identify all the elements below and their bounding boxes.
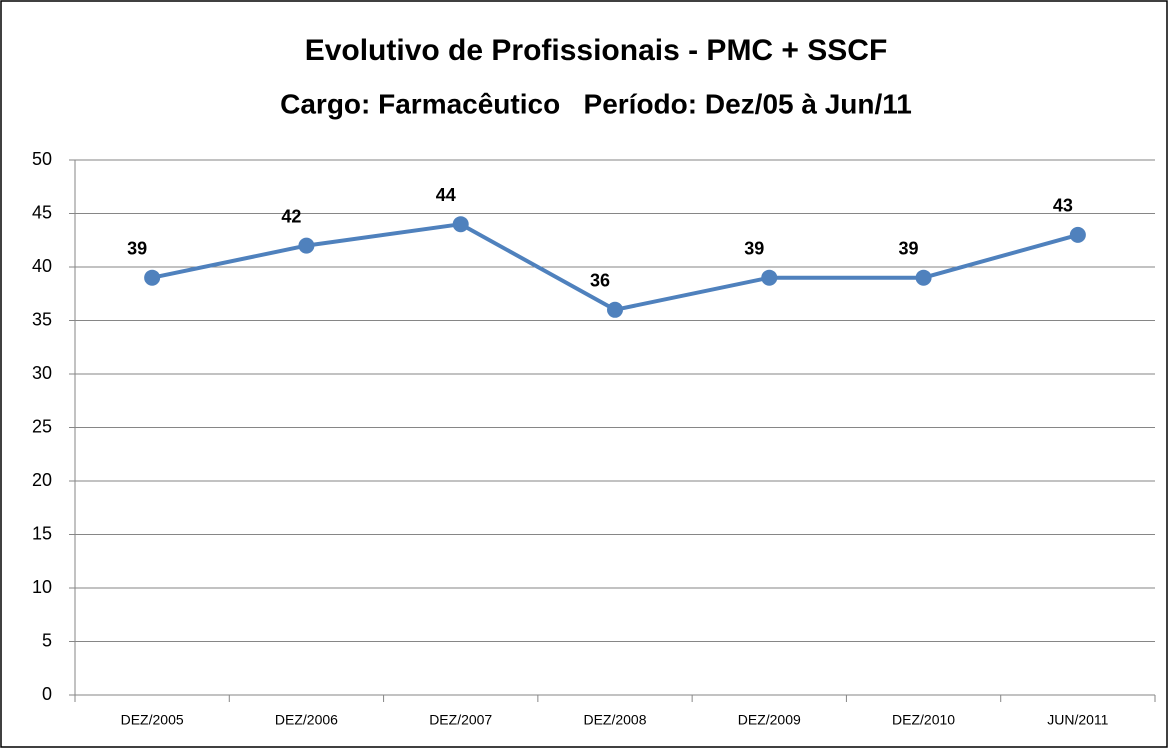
data-point bbox=[144, 269, 161, 286]
data-point bbox=[915, 269, 932, 286]
x-tick-label: DEZ/2007 bbox=[429, 712, 492, 728]
data-point bbox=[452, 216, 469, 233]
y-tick-label: 5 bbox=[42, 630, 52, 650]
x-tick-label: JUN/2011 bbox=[1047, 712, 1108, 728]
data-point bbox=[1069, 226, 1086, 243]
data-point bbox=[298, 237, 315, 254]
data-label: 42 bbox=[281, 206, 301, 226]
y-tick-label: 40 bbox=[32, 256, 52, 276]
y-tick-label: 50 bbox=[32, 149, 52, 169]
x-tick-label: DEZ/2010 bbox=[892, 712, 955, 728]
y-tick-label: 25 bbox=[32, 416, 52, 436]
y-tick-label: 30 bbox=[32, 363, 52, 383]
data-label: 39 bbox=[899, 238, 919, 258]
y-tick-label: 10 bbox=[32, 577, 52, 597]
data-point bbox=[607, 301, 623, 318]
data-label: 39 bbox=[744, 238, 764, 258]
y-tick-label: 45 bbox=[32, 202, 52, 222]
data-label: 43 bbox=[1053, 196, 1073, 216]
y-tick-label: 35 bbox=[32, 309, 52, 329]
x-tick-label: DEZ/2005 bbox=[121, 712, 184, 728]
data-point bbox=[761, 269, 778, 286]
data-label: 36 bbox=[590, 271, 610, 291]
chart-subtitle: Cargo: Farmacêutico Período: Dez/05 à Ju… bbox=[280, 88, 912, 119]
chart-title: Evolutivo de Profissionais - PMC + SSCF bbox=[305, 34, 888, 67]
x-tick-label: DEZ/2009 bbox=[738, 712, 801, 728]
y-tick-label: 0 bbox=[42, 684, 52, 704]
x-tick-label: DEZ/2006 bbox=[275, 712, 338, 728]
x-tick-label: DEZ/2008 bbox=[583, 712, 646, 728]
y-tick-label: 15 bbox=[32, 523, 52, 543]
data-label: 44 bbox=[436, 185, 456, 205]
data-label: 39 bbox=[127, 238, 147, 258]
y-tick-label: 20 bbox=[32, 470, 52, 490]
